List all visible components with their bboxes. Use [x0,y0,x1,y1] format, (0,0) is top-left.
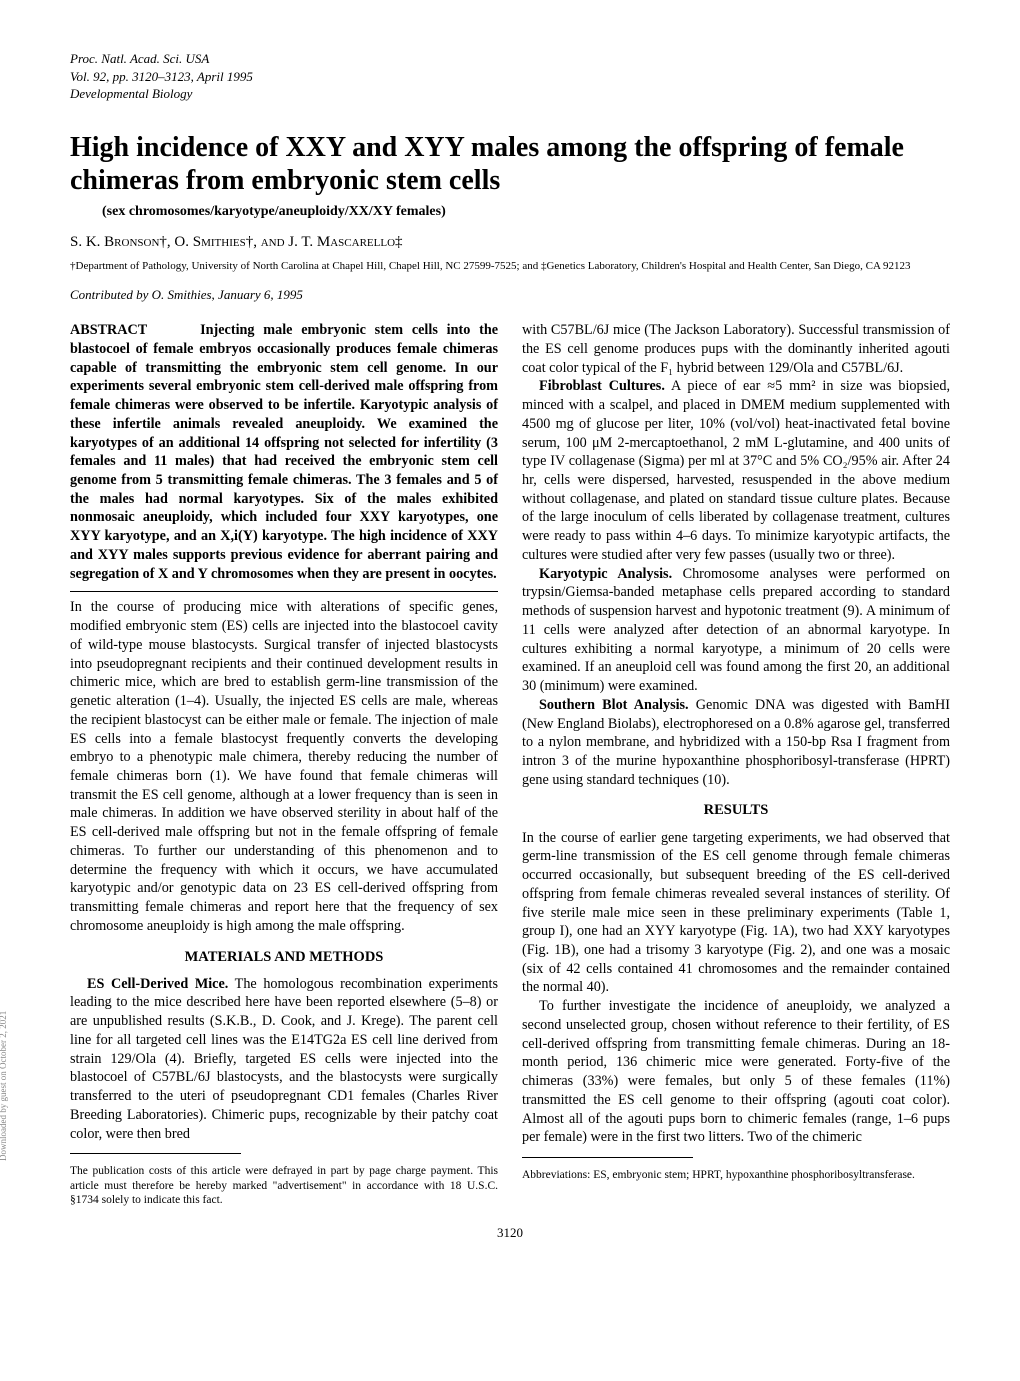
abstract-rule [70,591,498,592]
abstract-body: Injecting male embryonic stem cells into… [70,322,498,582]
karyotypic-label: Karyotypic Analysis. [539,566,672,582]
fibroblast-body: A piece of ear ≈5 mm² in size was biopsi… [522,378,950,563]
publication-costs-footnote: The publication costs of this article we… [70,1164,498,1207]
contributed-line: Contributed by O. Smithies, January 6, 1… [70,287,950,303]
abbreviations-footnote: Abbreviations: ES, embryonic stem; HPRT,… [522,1168,950,1182]
results-heading: RESULTS [522,801,950,820]
abstract-label: ABSTRACT [70,322,147,338]
es-derived-body: The homologous recombination experiments… [70,976,498,1142]
karyotypic-body: Chromosome analyses were performed on tr… [522,566,950,694]
article-title: High incidence of XXY and XYY males amon… [70,131,950,198]
southern-paragraph: Southern Blot Analysis. Genomic DNA was … [522,696,950,790]
fibroblast-paragraph: Fibroblast Cultures. A piece of ear ≈5 m… [522,377,950,564]
download-watermark: Downloaded by guest on October 2, 2021 [0,1011,8,1161]
left-footnote-rule [70,1153,241,1154]
journal-section: Developmental Biology [70,85,950,103]
fibroblast-label: Fibroblast Cultures. [539,378,665,394]
authors: S. K. Bronson†, O. Smithies†, and J. T. … [70,234,950,251]
right-column: with C57BL/6J mice (The Jackson Laborato… [522,321,950,1207]
es-derived-paragraph: ES Cell-Derived Mice. The homologous rec… [70,975,498,1144]
methods-heading: MATERIALS AND METHODS [70,948,498,967]
results-p1: In the course of earlier gene targeting … [522,829,950,998]
journal-header: Proc. Natl. Acad. Sci. USA Vol. 92, pp. … [70,50,950,103]
abstract-block: ABSTRACT Injecting male embryonic stem c… [70,321,498,583]
results-p2: To further investigate the incidence of … [522,997,950,1147]
right-footnote-rule [522,1157,693,1158]
es-derived-continuation: with C57BL/6J mice (The Jackson Laborato… [522,321,950,377]
karyotypic-paragraph: Karyotypic Analysis. Chromosome analyses… [522,565,950,696]
affiliations: †Department of Pathology, University of … [70,259,950,273]
intro-paragraph: In the course of producing mice with alt… [70,598,498,935]
journal-name: Proc. Natl. Acad. Sci. USA [70,50,950,68]
left-column: ABSTRACT Injecting male embryonic stem c… [70,321,498,1207]
journal-volume: Vol. 92, pp. 3120–3123, April 1995 [70,68,950,86]
article-subtitle: (sex chromosomes/karyotype/aneuploidy/XX… [70,204,950,220]
es-derived-label: ES Cell-Derived Mice. [87,976,228,992]
two-column-layout: ABSTRACT Injecting male embryonic stem c… [70,321,950,1207]
southern-label: Southern Blot Analysis. [539,697,689,713]
page-number: 3120 [70,1225,950,1241]
